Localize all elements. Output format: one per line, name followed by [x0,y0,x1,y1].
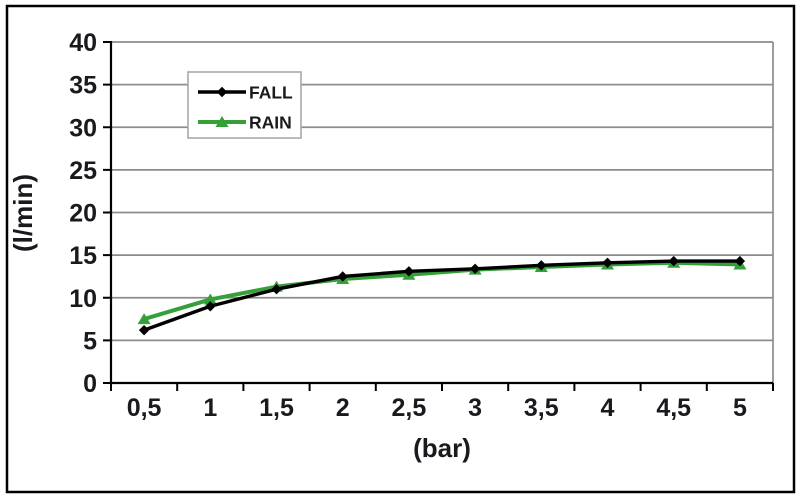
x-tick-label: 4,5 [656,394,691,422]
legend-label-rain: RAIN [249,113,292,133]
x-tick-labels-group: 0,5 1 1,5 2 2,5 3 3,5 4 4,5 5 [127,394,747,422]
x-tick-label: 3 [468,394,482,422]
data-point-marker-fall [668,255,679,267]
x-tick-label: 1 [203,394,217,422]
data-point-marker-fall [271,284,282,295]
y-tick-label: 30 [69,114,97,142]
y-tick-labels-group: 0 5 10 15 20 25 30 35 40 [69,29,97,398]
series-line-rain [143,260,740,321]
legend-group: FALL RAIN [187,71,302,139]
y-tick-label: 20 [69,200,97,228]
x-tick-label: 4 [601,394,615,422]
legend-box [187,71,302,139]
x-tick-label: 2 [336,394,350,422]
y-tick-label: 10 [69,285,97,313]
data-point-marker-fall [602,257,613,268]
data-point-marker-fall [205,301,216,312]
data-point-marker-fall [469,263,481,274]
x-tick-label: 1,5 [259,394,294,422]
series-fall [138,255,746,336]
data-point-marker-fall [337,271,348,282]
y-tick-label: 35 [69,72,97,100]
data-point-marker-fall [536,260,547,271]
y-tick-label: 5 [83,327,97,355]
axes-group [103,41,774,391]
data-point-marker-fall [734,255,746,267]
data-point-marker-fall [403,266,415,277]
y-tick-label: 25 [69,157,97,185]
legend-marker-rain [215,116,229,127]
series-line-fall [143,259,740,332]
y-tick-label: 40 [69,29,97,57]
data-point-marker-rain [137,313,151,325]
x-tick-label: 2,5 [392,394,427,422]
x-axis-title: (bar) [413,433,471,463]
legend-marker-fall [216,86,228,98]
x-tick-label: 3,5 [524,394,559,422]
y-tick-label: 0 [83,370,97,398]
y-tick-label: 15 [69,242,97,270]
y-axis-title: (l/min) [8,174,38,252]
legend-label-fall: FALL [249,83,293,103]
x-tick-label: 5 [733,394,747,422]
figure-border [5,4,796,494]
data-point-marker-fall [138,324,150,336]
data-series-group [137,255,747,336]
data-point-marker-rain [203,293,217,305]
x-tick-label: 0,5 [127,394,162,422]
